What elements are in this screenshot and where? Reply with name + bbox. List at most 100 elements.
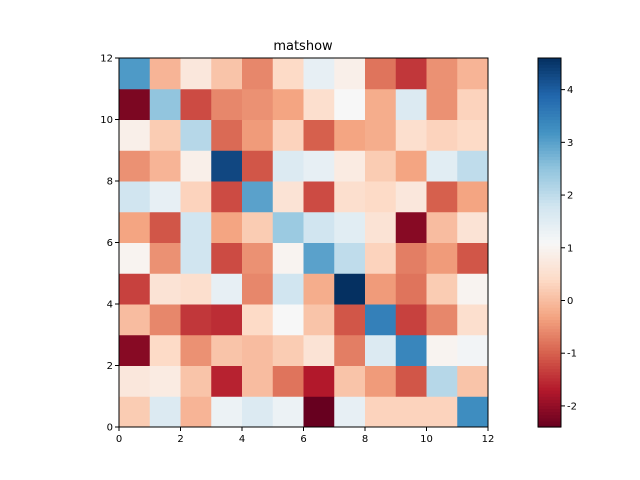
heatmap-cell: [426, 396, 458, 428]
colorbar-segment: [538, 144, 561, 148]
colorbar-segment: [538, 374, 561, 379]
heatmap-cell: [242, 150, 274, 182]
colorbar-segment: [538, 282, 561, 287]
colorbar-tick-label: 3: [567, 138, 573, 149]
x-tick-label: 0: [116, 434, 122, 445]
colorbar-segment: [538, 276, 561, 280]
heatmap-cell: [303, 396, 335, 428]
x-tick-label: 4: [239, 434, 245, 445]
heatmap-cell: [303, 242, 335, 274]
colorbar-segment: [538, 393, 561, 397]
heatmap-cell: [365, 365, 397, 397]
colorbar-segment: [538, 337, 561, 342]
heatmap-cell: [334, 211, 366, 243]
colorbar-segment: [538, 340, 561, 345]
heatmap-cell: [395, 304, 427, 336]
colorbar-segment: [538, 141, 561, 145]
heatmap-cell: [334, 242, 366, 274]
colorbar-segment: [538, 104, 561, 108]
heatmap-cell: [334, 119, 366, 151]
heatmap-cell: [395, 181, 427, 213]
heatmap-cell: [242, 181, 274, 213]
x-axis: 0 2 4 6 8 10 12: [116, 427, 494, 445]
colorbar-segment: [538, 288, 561, 293]
heatmap-cell: [180, 119, 212, 151]
heatmap-cell: [242, 365, 274, 397]
heatmap-cell: [272, 304, 304, 336]
heatmap-cell: [180, 365, 212, 397]
heatmap-cell: [457, 119, 489, 151]
colorbar-segment: [538, 377, 561, 382]
heatmap-cell: [272, 58, 304, 90]
heatmap-cell: [303, 273, 335, 305]
colorbar-segment: [538, 88, 561, 93]
heatmap-cell: [365, 334, 397, 366]
colorbar-tick-label: -2: [567, 401, 577, 412]
colorbar-segment: [538, 184, 561, 188]
heatmap-cell: [426, 365, 458, 397]
heatmap-cell: [119, 150, 151, 182]
colorbar-segment: [538, 405, 561, 410]
colorbar-segment: [538, 165, 561, 170]
heatmap-cell: [365, 119, 397, 151]
colorbar-segment: [538, 343, 561, 348]
colorbar-segment: [538, 279, 561, 284]
colorbar-segment: [538, 82, 561, 87]
colorbar-segment: [538, 356, 561, 360]
heatmap-cell: [149, 242, 181, 274]
heatmap-cell: [426, 150, 458, 182]
colorbar-segment: [538, 153, 561, 157]
colorbar-segment: [538, 61, 561, 65]
colorbar-segment: [538, 347, 561, 351]
heatmap-cell: [211, 334, 243, 366]
heatmap-cell: [180, 181, 212, 213]
colorbar-segment: [538, 137, 561, 142]
y-tick-label: 12: [100, 54, 113, 65]
heatmap-cell: [211, 396, 243, 428]
colorbar-segment: [538, 322, 561, 327]
heatmap-cell: [365, 396, 397, 428]
heatmap-cell: [180, 242, 212, 274]
heatmap-cell: [211, 211, 243, 243]
colorbar-segment: [538, 147, 561, 151]
colorbar-segment: [538, 150, 561, 154]
heatmap-cell: [457, 58, 489, 90]
colorbar-segment: [538, 227, 561, 231]
colorbar-segment: [538, 116, 561, 121]
heatmap-cell: [180, 334, 212, 366]
colorbar-segment: [538, 101, 561, 105]
heatmap-cell: [365, 181, 397, 213]
heatmap-cell: [303, 365, 335, 397]
heatmap-cell: [365, 304, 397, 336]
heatmap-cell: [365, 58, 397, 90]
colorbar-segment: [538, 91, 561, 96]
colorbar-segment: [538, 297, 561, 302]
colorbar-segment: [538, 64, 561, 68]
colorbar-segment: [538, 230, 561, 234]
heatmap-cell: [211, 242, 243, 274]
heatmap-cell: [149, 58, 181, 90]
heatmap-cell: [457, 88, 489, 120]
colorbar-segment: [538, 134, 561, 139]
colorbar-segment: [538, 196, 561, 201]
heatmap-cell: [334, 273, 366, 305]
colorbar-segment: [538, 390, 561, 394]
heatmap-cell: [149, 119, 181, 151]
colorbar-segment: [538, 73, 561, 78]
heatmap-cell: [272, 242, 304, 274]
colorbar-segment: [538, 76, 561, 81]
colorbar-segment: [538, 411, 561, 416]
colorbar-segment: [538, 177, 561, 182]
heatmap-cell: [272, 273, 304, 305]
heatmap-cell: [334, 365, 366, 397]
heatmap-cell: [334, 181, 366, 213]
heatmap-cell: [211, 273, 243, 305]
colorbar-segment: [538, 267, 561, 271]
colorbar-segment: [538, 313, 561, 317]
heatmap-cell: [334, 396, 366, 428]
y-tick-label: 0: [107, 423, 113, 434]
heatmap-cell: [272, 150, 304, 182]
colorbar-segment: [538, 408, 561, 413]
heatmap-cell: [334, 304, 366, 336]
heatmap-cell: [395, 396, 427, 428]
